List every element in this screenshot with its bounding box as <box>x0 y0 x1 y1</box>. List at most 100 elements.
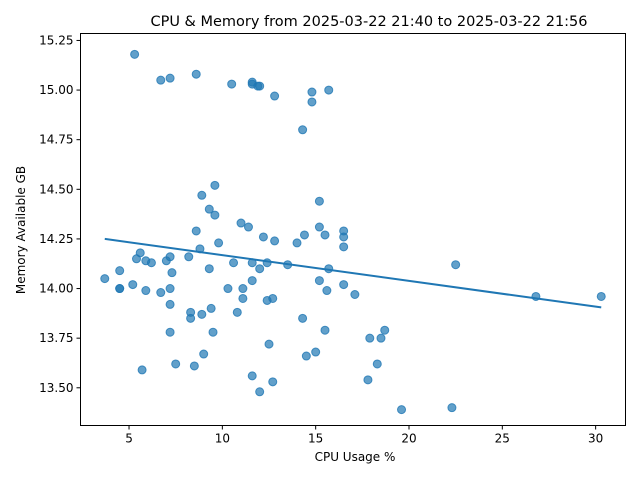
data-point-3 <box>191 69 201 79</box>
chart-title: CPU & Memory from 2025-03-22 21:40 to 20… <box>150 14 587 30</box>
data-point-23 <box>191 226 201 236</box>
x-tick-label: 30 <box>588 432 603 446</box>
data-point-46 <box>324 264 334 274</box>
data-point-93 <box>255 387 265 397</box>
data-point-30 <box>292 238 302 248</box>
x-tick-label: 25 <box>495 432 510 446</box>
x-axis-ticks: 5 10 15 20 25 30 <box>125 425 603 446</box>
data-point-19 <box>236 218 246 228</box>
data-point-70 <box>206 303 216 313</box>
data-point-15 <box>197 190 207 200</box>
data-point-78 <box>165 327 175 337</box>
data-point-63 <box>350 290 360 300</box>
data-point-57 <box>165 284 175 294</box>
data-point-43 <box>283 260 293 270</box>
data-point-52 <box>314 276 324 286</box>
y-axis-ticks: 13.50 13.75 14.00 14.25 14.50 14.75 15.00 15.25 <box>39 33 81 395</box>
data-point-27 <box>320 230 330 240</box>
y-tick-label: 14.25 <box>39 232 73 246</box>
data-point-45 <box>255 264 265 274</box>
y-tick-label: 14.75 <box>39 133 73 147</box>
data-point-76 <box>320 325 330 335</box>
data-point-11 <box>324 85 334 95</box>
y-tick-label: 15.25 <box>39 33 73 47</box>
data-point-90 <box>247 371 257 381</box>
x-tick-label: 10 <box>215 432 230 446</box>
data-point-91 <box>363 375 373 385</box>
data-point-34 <box>184 252 194 262</box>
data-point-40 <box>229 258 239 268</box>
data-point-24 <box>258 232 268 242</box>
data-point-73 <box>197 309 207 319</box>
data-point-64 <box>531 291 541 301</box>
trendline-layer <box>104 237 602 309</box>
y-tick-label: 14.00 <box>39 282 73 296</box>
data-point-2 <box>165 73 175 83</box>
data-point-9 <box>270 91 280 101</box>
data-point-41 <box>247 258 257 268</box>
data-point-17 <box>204 204 214 214</box>
data-point-25 <box>270 236 280 246</box>
data-point-16 <box>314 196 324 206</box>
data-point-84 <box>199 349 209 359</box>
x-axis-label: CPU Usage % <box>315 450 396 464</box>
data-point-31 <box>339 242 349 252</box>
data-point-44 <box>451 260 461 270</box>
data-point-47 <box>204 264 214 274</box>
data-point-10 <box>307 87 317 97</box>
data-point-88 <box>372 359 382 369</box>
data-point-89 <box>137 365 147 375</box>
data-point-18 <box>210 210 220 220</box>
data-point-68 <box>262 295 272 305</box>
data-point-0 <box>130 49 140 59</box>
x-tick-label: 5 <box>125 432 133 446</box>
plot-area: 5 10 15 20 25 30 13.50 13.75 14.00 14.25 14.50 14.… <box>39 33 626 446</box>
data-point-86 <box>171 359 181 369</box>
data-point-85 <box>301 351 311 361</box>
data-point-71 <box>232 307 242 317</box>
data-point-62 <box>322 286 332 296</box>
data-point-38 <box>146 258 156 268</box>
data-point-20 <box>243 222 253 232</box>
y-tick-label: 14.50 <box>39 182 73 196</box>
data-point-66 <box>238 293 248 303</box>
data-point-58 <box>223 284 233 294</box>
data-point-13 <box>298 125 308 135</box>
data-point-21 <box>314 222 324 232</box>
data-point-77 <box>380 325 390 335</box>
data-point-87 <box>189 361 199 371</box>
data-point-59 <box>238 284 248 294</box>
data-point-54 <box>128 280 138 290</box>
data-point-61 <box>156 288 166 298</box>
data-point-92 <box>268 377 278 387</box>
data-point-12 <box>307 97 317 107</box>
data-point-26 <box>299 230 309 240</box>
data-point-50 <box>100 274 110 284</box>
data-point-82 <box>264 339 274 349</box>
y-tick-label: 13.75 <box>39 331 73 345</box>
data-point-32 <box>195 244 205 254</box>
data-point-80 <box>365 333 375 343</box>
data-point-28 <box>339 232 349 242</box>
x-tick-label: 20 <box>401 432 416 446</box>
plot-frame <box>80 33 626 426</box>
y-axis-label: Memory Available GB <box>14 166 28 294</box>
y-tick-label: 13.50 <box>39 381 73 395</box>
data-point-29 <box>214 238 224 248</box>
data-point-48 <box>115 266 125 276</box>
data-point-83 <box>311 347 321 357</box>
data-point-8 <box>255 81 265 91</box>
data-point-49 <box>167 268 177 278</box>
data-point-56 <box>115 284 125 294</box>
data-point-60 <box>141 286 151 296</box>
points-layer <box>100 49 606 415</box>
data-point-14 <box>210 180 220 190</box>
y-tick-label: 15.00 <box>39 83 73 97</box>
data-point-69 <box>165 299 175 309</box>
data-point-53 <box>339 280 349 290</box>
data-point-81 <box>376 333 386 343</box>
data-point-75 <box>298 313 308 323</box>
data-point-74 <box>186 313 196 323</box>
data-point-51 <box>247 276 257 286</box>
